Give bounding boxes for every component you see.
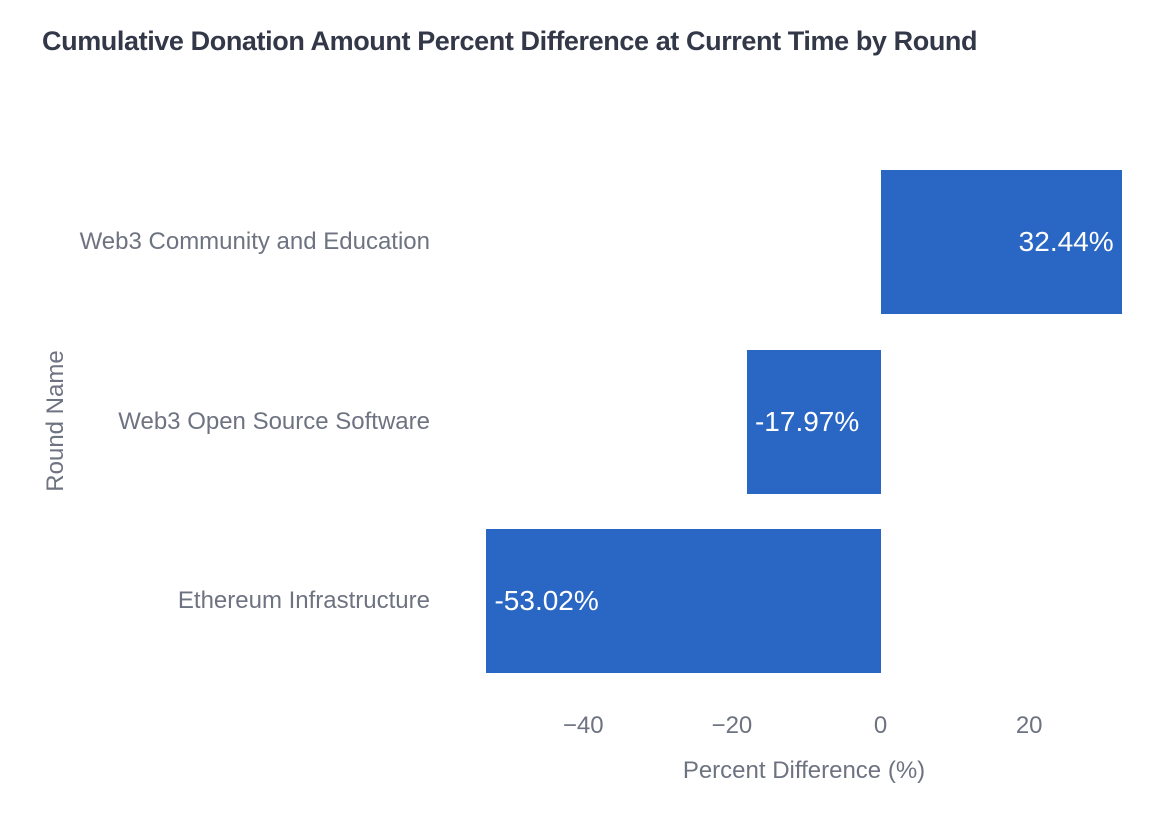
y-axis-title: Round Name — [42, 350, 69, 492]
chart-title: Cumulative Donation Amount Percent Diffe… — [42, 26, 978, 56]
x-tick-label: 0 — [873, 712, 888, 739]
bar[interactable]: -53.02% — [486, 529, 881, 674]
bar-value-label: -53.02% — [494, 585, 599, 617]
bar[interactable]: -17.97% — [746, 349, 881, 494]
x-tick-label: 20 — [1015, 712, 1043, 739]
bar-value-label: 32.44% — [1018, 225, 1114, 257]
x-axis-title: Percent Difference (%) — [682, 757, 926, 784]
bar[interactable]: 32.44% — [880, 169, 1122, 314]
x-tick-label: −20 — [711, 712, 753, 739]
x-tick-label: −40 — [562, 712, 604, 739]
y-tick-label: Web3 Open Source Software — [118, 407, 430, 435]
bar-value-label: -17.97% — [754, 405, 860, 437]
y-tick-label: Web3 Community and Education — [79, 227, 430, 255]
y-tick-label: Ethereum Infrastructure — [177, 587, 430, 615]
